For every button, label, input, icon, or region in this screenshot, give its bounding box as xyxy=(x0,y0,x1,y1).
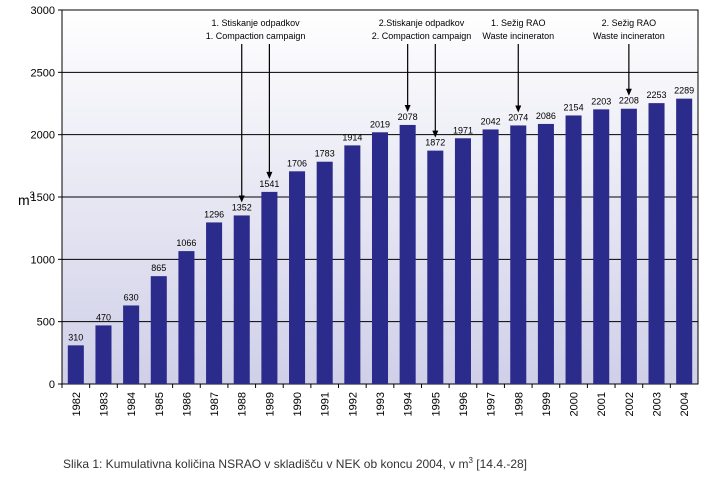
x-tick-label-2004: 2004 xyxy=(679,392,691,416)
x-tick-label-1999: 1999 xyxy=(541,392,553,416)
x-axis: 1982 1983 1984 1985 1986 1987 1988 1989 1990 1991… xyxy=(61,384,691,416)
x-tick-label-1992: 1992 xyxy=(347,392,359,416)
data-label-1998: 2074 xyxy=(508,112,528,122)
data-label-1988: 1352 xyxy=(232,202,252,212)
data-label-1983: 470 xyxy=(96,312,111,322)
annotation-arrowhead-1988 xyxy=(238,195,245,203)
y-tick-label: 500 xyxy=(37,317,55,329)
bar-1983 xyxy=(95,325,112,384)
annotation-arrowhead-2002 xyxy=(625,88,632,96)
data-label-1996: 1971 xyxy=(453,125,473,135)
annotation-text: 1. Compaction campaign xyxy=(206,31,306,41)
bar-2001 xyxy=(593,109,610,384)
y-tick-label: 1000 xyxy=(31,254,55,266)
bar-1990 xyxy=(289,171,306,384)
x-tick-label-1993: 1993 xyxy=(375,392,387,416)
data-label-1991: 1783 xyxy=(315,149,335,159)
x-tick-label-1986: 1986 xyxy=(181,392,193,416)
x-tick-label-1996: 1996 xyxy=(458,392,470,416)
data-label-2002: 2208 xyxy=(619,96,639,106)
data-label-1989: 1541 xyxy=(259,179,279,189)
annotation-text: Waste incineraton xyxy=(482,31,554,41)
data-label-1997: 2042 xyxy=(481,116,501,126)
annotation-text: Waste incineraton xyxy=(593,31,665,41)
x-tick-label-1997: 1997 xyxy=(486,392,498,416)
bar-1991 xyxy=(316,161,333,384)
x-tick-label-2002: 2002 xyxy=(624,392,636,416)
x-tick-label-1985: 1985 xyxy=(154,392,166,416)
annotation-arrowhead-1994 xyxy=(404,104,411,112)
data-label-1999: 2086 xyxy=(536,111,556,121)
y-tick-label: 2500 xyxy=(31,67,55,79)
bar-2004 xyxy=(676,98,693,384)
data-label-1982: 310 xyxy=(68,332,83,342)
annotation-text: 2. Compaction campaign xyxy=(372,31,472,41)
bar-1995 xyxy=(427,150,444,384)
y-tick-label: 2000 xyxy=(31,130,55,142)
x-tick-label-2000: 2000 xyxy=(569,392,581,416)
bar-1996 xyxy=(454,138,471,384)
x-tick-label-1987: 1987 xyxy=(209,392,221,416)
bar-1993 xyxy=(371,132,389,384)
data-label-1993: 2019 xyxy=(370,119,390,129)
data-label-1995: 1872 xyxy=(425,138,445,148)
figure-caption: Slika 1: Kumulativna količina NSRAO v sk… xyxy=(63,456,528,471)
x-tick-label-1994: 1994 xyxy=(403,392,415,416)
x-tick-label-1983: 1983 xyxy=(98,392,110,416)
bar-1997 xyxy=(482,129,499,384)
data-label-1992: 1914 xyxy=(342,132,362,142)
data-label-1986: 1066 xyxy=(176,238,196,248)
x-tick-label-2001: 2001 xyxy=(596,392,608,416)
bar-2002 xyxy=(620,108,637,385)
bar-2003 xyxy=(648,103,665,384)
bar-1992 xyxy=(344,145,361,384)
annotation-text: 1. Sežig RAO xyxy=(491,18,546,28)
y-tick-label: 0 xyxy=(49,379,55,391)
data-label-1994: 2078 xyxy=(398,112,418,122)
x-tick-label-1991: 1991 xyxy=(320,392,332,416)
data-label-2000: 2154 xyxy=(564,102,584,112)
bar-1988 xyxy=(233,215,250,384)
bars xyxy=(67,98,693,385)
bar-1999 xyxy=(537,123,554,384)
annotation-arrowhead-1995 xyxy=(432,130,439,138)
y-tick-label: 3000 xyxy=(31,5,55,17)
bar-1986 xyxy=(178,251,195,384)
data-label-2003: 2253 xyxy=(647,90,667,100)
y-axis: 0 500 1000 1500 2000 2500 3000 xyxy=(31,5,62,391)
bar-1998 xyxy=(510,125,527,384)
data-label-1987: 1296 xyxy=(204,209,224,219)
bar-chart: 310 470 630 865 1066 1296 1352 1541 1706 1783 1914… xyxy=(18,5,699,416)
bar-1994 xyxy=(399,124,416,385)
x-tick-label-2003: 2003 xyxy=(652,392,664,416)
y-axis-label: m3 xyxy=(18,190,35,208)
annotation-text: 2. Sežig RAO xyxy=(602,18,657,28)
bar-1982 xyxy=(67,345,84,384)
data-label-1990: 1706 xyxy=(287,158,307,168)
bar-1985 xyxy=(150,276,167,384)
bar-1984 xyxy=(123,305,140,384)
x-tick-label-1998: 1998 xyxy=(513,392,525,416)
x-tick-label-1990: 1990 xyxy=(292,392,304,416)
annotation-arrowhead-1998 xyxy=(515,105,522,113)
y-tick-label: 1500 xyxy=(31,192,55,204)
data-label-2001: 2203 xyxy=(591,96,611,106)
annotation-text: 2.Stiskanje odpadkov xyxy=(379,18,465,28)
x-tick-label-1989: 1989 xyxy=(264,392,276,416)
x-tick-label-1988: 1988 xyxy=(237,392,249,416)
x-tick-label-1984: 1984 xyxy=(126,392,138,416)
annotations: 1. Stiskanje odpadkov 1. Compaction campa… xyxy=(206,18,665,203)
bar-1989 xyxy=(261,191,278,384)
annotation-text: 1. Stiskanje odpadkov xyxy=(212,18,301,28)
bar-2000 xyxy=(565,115,582,384)
data-label-1984: 630 xyxy=(124,292,139,302)
bar-1987 xyxy=(206,222,223,384)
data-label-2004: 2289 xyxy=(674,86,694,96)
annotation-arrowhead-1989 xyxy=(266,171,273,179)
x-tick-label-1995: 1995 xyxy=(430,392,442,416)
x-tick-label-1982: 1982 xyxy=(71,392,83,416)
data-label-1985: 865 xyxy=(151,263,166,273)
data-labels: 310 470 630 865 1066 1296 1352 1541 1706 1783 1914… xyxy=(68,86,694,343)
